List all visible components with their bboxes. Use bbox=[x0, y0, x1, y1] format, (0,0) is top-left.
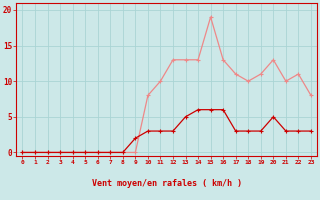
X-axis label: Vent moyen/en rafales ( km/h ): Vent moyen/en rafales ( km/h ) bbox=[92, 179, 242, 188]
